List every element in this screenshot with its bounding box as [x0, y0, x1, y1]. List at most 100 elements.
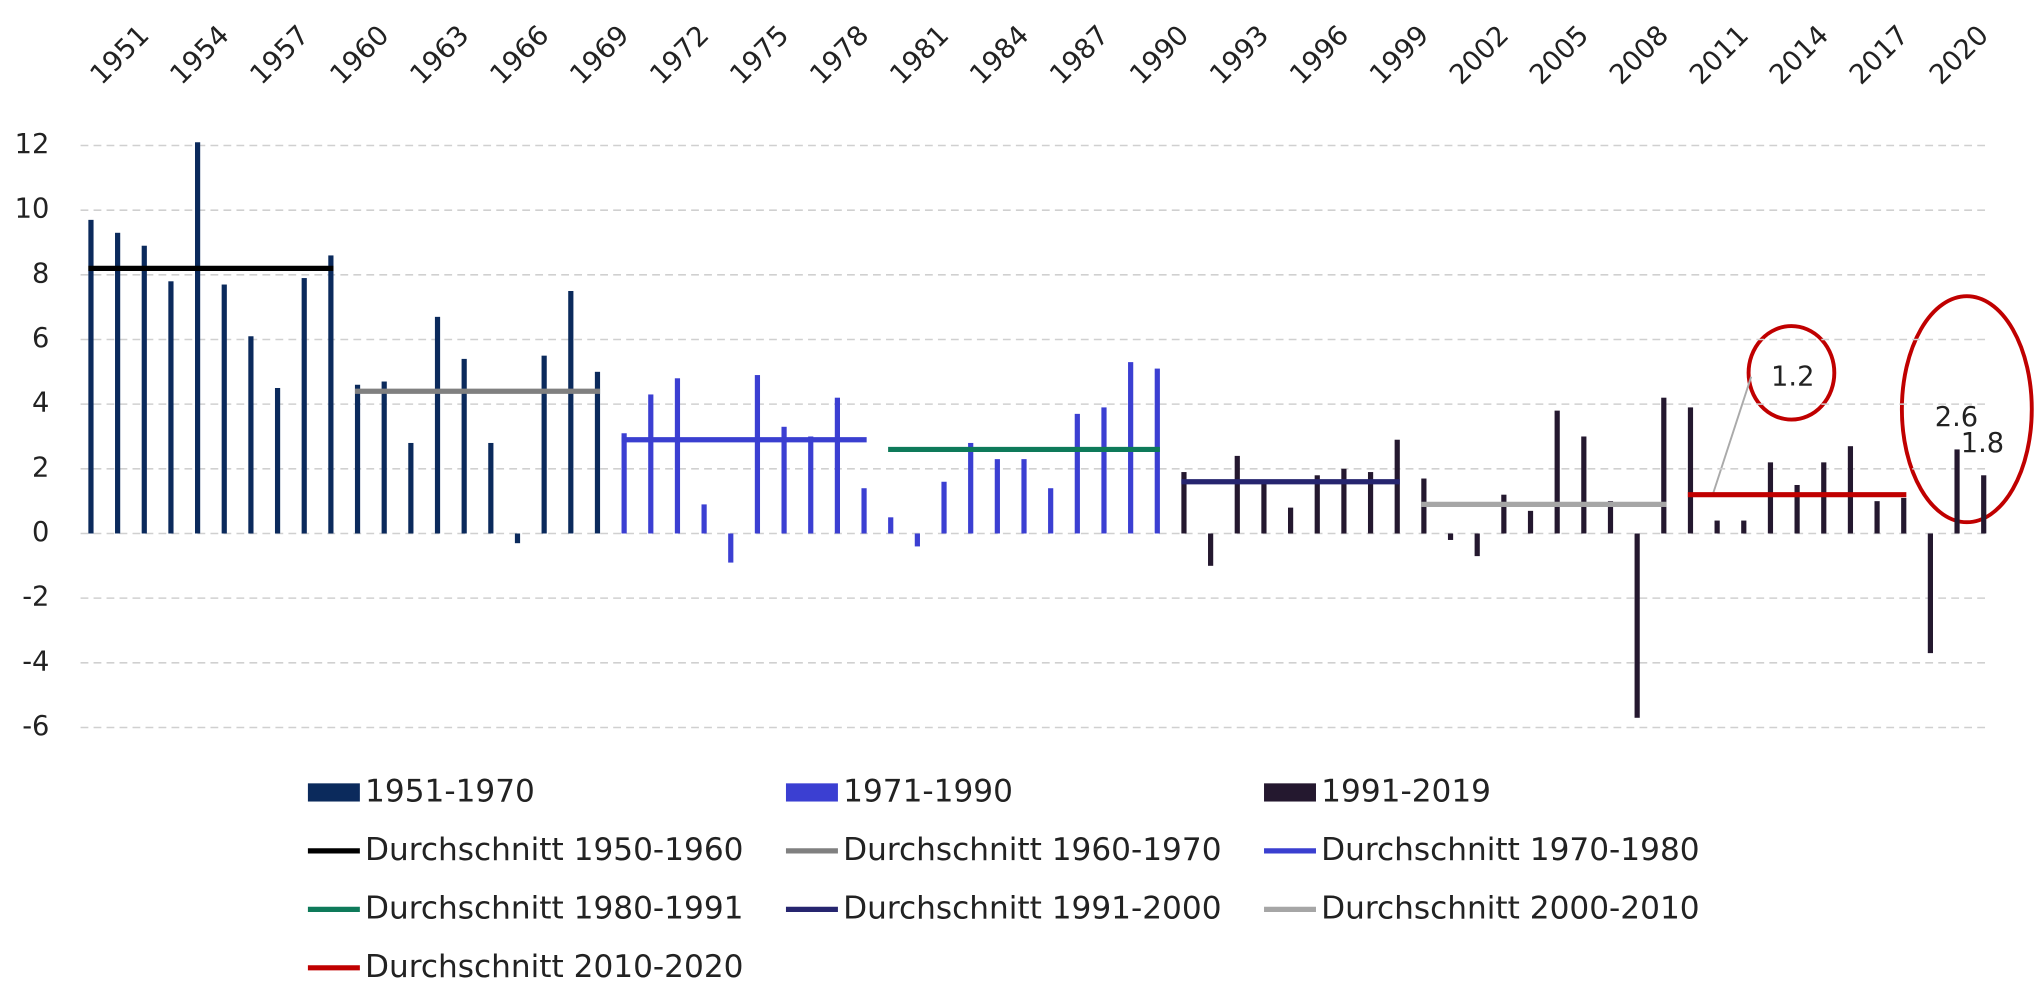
legend-label: 1951-1970 — [365, 773, 535, 809]
y-tick-label: -6 — [22, 711, 49, 742]
y-tick-label: 12 — [15, 129, 50, 160]
bar — [141, 245, 147, 534]
bar — [408, 442, 414, 534]
bar — [941, 481, 947, 534]
bar — [834, 397, 840, 534]
bar — [88, 219, 94, 534]
x-tick-label: 1990 — [1124, 20, 1195, 91]
highlight-circle — [1746, 324, 1837, 422]
legend-label: Durchschnitt 1970-1980 — [1321, 832, 1699, 868]
bar — [1954, 449, 1960, 534]
legend-label: Durchschnitt 1960-1970 — [843, 832, 1221, 868]
x-tick-label: 1954 — [164, 20, 235, 91]
bar — [728, 533, 734, 563]
bar — [674, 378, 681, 534]
bar — [1367, 472, 1374, 534]
bar — [461, 358, 467, 534]
bar — [1234, 455, 1240, 534]
bar — [1687, 407, 1694, 534]
bar — [1661, 397, 1667, 534]
x-tick-label: 2011 — [1684, 20, 1755, 91]
y-tick-label: 6 — [32, 323, 49, 354]
bar — [194, 142, 201, 534]
x-tick-label: 1993 — [1204, 20, 1275, 91]
legend-swatch — [307, 783, 360, 802]
bar — [221, 284, 227, 534]
bar — [541, 355, 547, 534]
bar — [648, 394, 654, 534]
bar — [1767, 462, 1774, 534]
y-tick-label: -2 — [22, 582, 49, 613]
x-tick-label: 1987 — [1044, 20, 1115, 91]
x-tick-label: 2014 — [1764, 20, 1835, 91]
x-tick-label: 1969 — [564, 20, 635, 91]
bar — [1501, 494, 1507, 534]
bar — [1981, 475, 1987, 534]
bar — [1314, 475, 1320, 534]
bar — [1341, 468, 1347, 534]
bar — [168, 281, 174, 534]
legend-label: 1971-1990 — [843, 773, 1013, 809]
x-tick-label: 2017 — [1844, 20, 1915, 91]
bar — [621, 433, 627, 534]
x-tick-label: 1981 — [884, 20, 955, 91]
bar — [568, 290, 574, 534]
bar — [1714, 520, 1720, 534]
bar — [1074, 413, 1080, 534]
bar — [514, 533, 521, 544]
bar — [1821, 462, 1827, 534]
bar — [1048, 488, 1054, 534]
x-tick-label: 1963 — [404, 20, 475, 91]
bar — [1527, 510, 1534, 534]
bar — [1581, 436, 1587, 534]
x-tick-label: 1960 — [324, 20, 395, 91]
bar — [248, 336, 254, 534]
x-tick-label: 1951 — [84, 20, 155, 91]
x-tick-label: 1975 — [724, 20, 795, 91]
y-tick-label: 4 — [32, 388, 49, 419]
bar — [968, 442, 974, 534]
annotation-leader — [1711, 376, 1753, 497]
bar — [1874, 501, 1880, 534]
bar — [1927, 533, 1933, 654]
bar — [1794, 484, 1800, 534]
value-label: 2.6 — [1935, 402, 1978, 433]
bar — [1901, 497, 1907, 534]
bar — [1394, 439, 1400, 534]
bar — [914, 533, 920, 547]
x-tick-label: 1984 — [964, 20, 1035, 91]
x-tick-label: 2005 — [1524, 20, 1595, 91]
bar — [994, 459, 1000, 534]
highlight-ellipse — [1899, 294, 2034, 525]
bar — [1101, 407, 1107, 534]
legend-label: Durchschnitt 1991-2000 — [843, 890, 1221, 926]
legend-swatch — [1264, 783, 1316, 802]
bar — [488, 442, 494, 534]
y-tick-label: 2 — [32, 452, 49, 483]
bar — [1447, 533, 1454, 540]
value-label: 1.2 — [1771, 362, 1814, 393]
bar — [1847, 446, 1854, 534]
legend-label: 1991-2019 — [1321, 773, 1491, 809]
bar — [1181, 472, 1187, 534]
y-tick-label: 0 — [32, 517, 49, 548]
bar — [861, 488, 867, 534]
bar — [1261, 481, 1267, 534]
legend-label: Durchschnitt 1950-1960 — [365, 832, 743, 868]
bar — [1554, 410, 1560, 534]
x-tick-label: 1999 — [1364, 20, 1435, 91]
legend-label: Durchschnitt 1980-1991 — [365, 890, 743, 926]
bar — [1287, 507, 1294, 534]
legend-swatch — [785, 783, 838, 802]
legend-label: Durchschnitt 2010-2020 — [365, 949, 743, 985]
bar — [301, 278, 307, 534]
x-tick-label: 1996 — [1284, 20, 1355, 91]
bar — [594, 371, 601, 534]
legend-label: Durchschnitt 2000-2010 — [1321, 890, 1699, 926]
bar — [381, 381, 387, 534]
bar — [754, 375, 761, 534]
y-tick-label: 8 — [32, 258, 49, 289]
x-tick-label: 2008 — [1604, 20, 1675, 91]
bar — [701, 504, 707, 534]
